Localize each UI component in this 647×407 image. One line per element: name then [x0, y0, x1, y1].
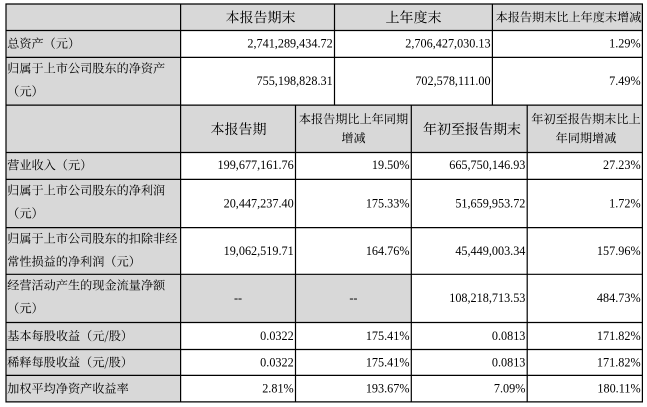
svg-text:193.67%: 193.67%	[366, 382, 410, 396]
svg-text:157.96%: 157.96%	[597, 244, 641, 258]
svg-text:1.72%: 1.72%	[609, 196, 640, 210]
svg-text:27.23%: 27.23%	[603, 158, 641, 172]
svg-text:2.81%: 2.81%	[262, 382, 293, 396]
svg-text:0.0322: 0.0322	[260, 329, 294, 343]
svg-text:--: --	[349, 291, 357, 305]
svg-text:0.0813: 0.0813	[492, 355, 526, 369]
svg-text:45,449,003.34: 45,449,003.34	[455, 244, 525, 258]
svg-text:484.73%: 484.73%	[597, 291, 641, 305]
svg-text:0.0813: 0.0813	[492, 329, 526, 343]
svg-text:7.09%: 7.09%	[494, 382, 525, 396]
svg-text:20,447,237.40: 20,447,237.40	[224, 196, 294, 210]
svg-text:2,741,289,434.72: 2,741,289,434.72	[247, 36, 332, 50]
svg-text:2,706,427,030.13: 2,706,427,030.13	[405, 36, 490, 50]
svg-text:164.76%: 164.76%	[366, 244, 410, 258]
svg-text:108,218,713.53: 108,218,713.53	[449, 291, 525, 305]
svg-text:175.41%: 175.41%	[366, 355, 410, 369]
svg-text:199,677,161.76: 199,677,161.76	[218, 158, 294, 172]
svg-text:0.0322: 0.0322	[260, 355, 294, 369]
svg-text:665,750,146.93: 665,750,146.93	[449, 158, 525, 172]
svg-text:1.29%: 1.29%	[609, 36, 640, 50]
svg-text:755,198,828.31: 755,198,828.31	[257, 74, 333, 88]
svg-text:19.50%: 19.50%	[372, 158, 410, 172]
svg-text:175.41%: 175.41%	[366, 329, 410, 343]
svg-text:51,659,953.72: 51,659,953.72	[455, 196, 525, 210]
svg-text:19,062,519.71: 19,062,519.71	[224, 244, 294, 258]
svg-text:702,578,111.00: 702,578,111.00	[415, 74, 490, 88]
svg-text:171.82%: 171.82%	[597, 329, 641, 343]
svg-text:7.49%: 7.49%	[609, 74, 640, 88]
svg-text:--: --	[234, 291, 242, 305]
svg-text:180.11%: 180.11%	[597, 382, 640, 396]
svg-text:175.33%: 175.33%	[366, 196, 410, 210]
svg-text:171.82%: 171.82%	[597, 355, 641, 369]
